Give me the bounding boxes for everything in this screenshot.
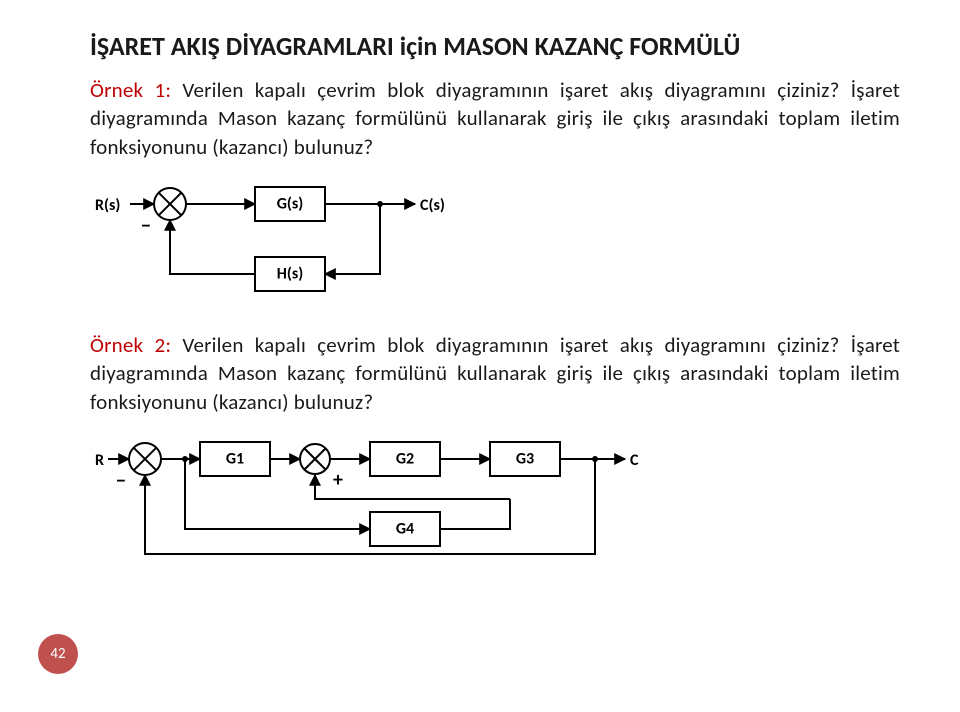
example-2-text: Örnek 2: Verilen kapalı çevrim blok diya… [90,331,900,416]
svg-text:+: + [333,468,343,492]
svg-text:G1: G1 [226,450,244,469]
svg-text:C(s): C(s) [420,196,445,215]
svg-text:C: C [630,451,639,470]
page-title: İŞARET AKIŞ DİYAGRAMLARI için MASON KAZA… [90,30,900,62]
svg-text:G4: G4 [396,520,414,539]
svg-text:R(s): R(s) [95,196,120,215]
page-number-badge: 42 [38,634,78,674]
example-2-body: Verilen kapalı çevrim blok diyagramının … [90,332,900,415]
block-diagram-2: R− G1 + G2 G3 C G4 [90,424,900,569]
page-number: 42 [50,645,65,663]
block-diagram-1: R(s) − G(s) C(s) H(s) [90,169,900,309]
svg-text:R: R [95,451,104,470]
example-1-lead: Örnek 1: [90,77,171,103]
svg-text:−: − [116,469,126,493]
example-1-text: Örnek 1: Verilen kapalı çevrim blok diya… [90,76,900,161]
svg-text:G2: G2 [396,450,414,469]
svg-text:H(s): H(s) [277,265,303,284]
example-1-body: Verilen kapalı çevrim blok diyagramının … [90,77,900,160]
svg-text:G(s): G(s) [277,195,304,214]
svg-text:−: − [141,214,151,238]
svg-text:G3: G3 [516,450,534,469]
example-2-lead: Örnek 2: [90,332,171,358]
